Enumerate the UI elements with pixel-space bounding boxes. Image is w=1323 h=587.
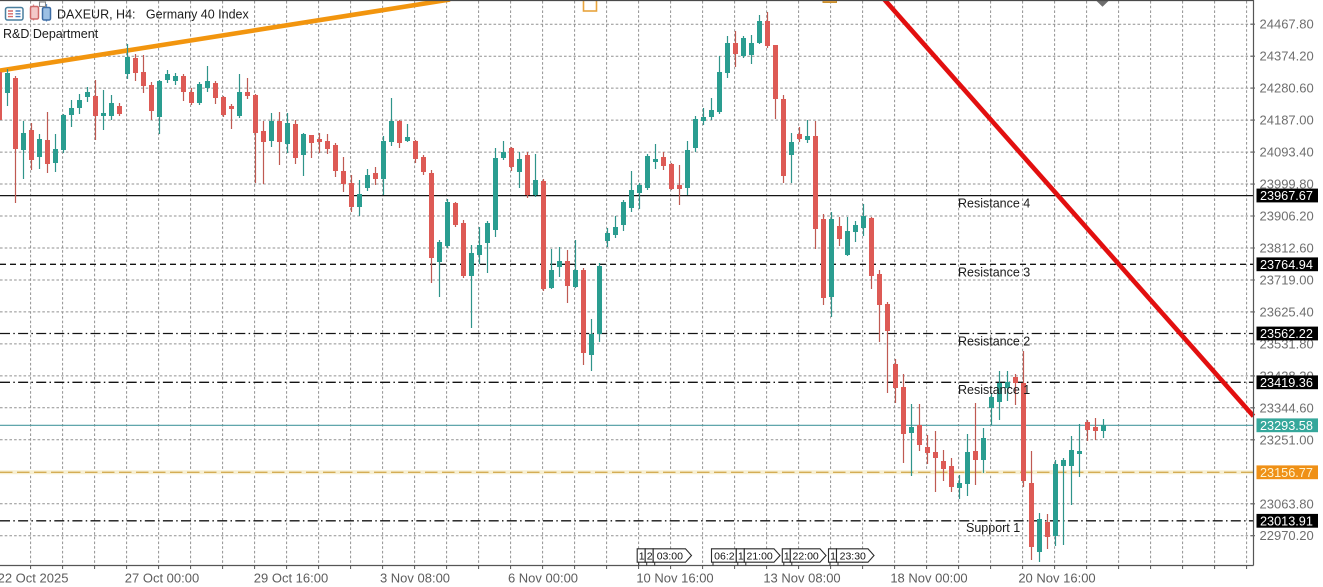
svg-text:23344.60: 23344.60	[1260, 400, 1314, 415]
svg-text:23013.91: 23013.91	[1260, 514, 1313, 528]
svg-text:27 Oct 00:00: 27 Oct 00:00	[125, 571, 199, 586]
svg-text:24374.20: 24374.20	[1260, 49, 1314, 64]
svg-text:23812.60: 23812.60	[1260, 241, 1314, 256]
svg-text:23:30: 23:30	[840, 551, 866, 563]
svg-text:10 Nov 16:00: 10 Nov 16:00	[636, 571, 713, 586]
svg-text:R&D Department: R&D Department	[3, 27, 99, 41]
svg-text:18 Nov 00:00: 18 Nov 00:00	[890, 571, 967, 586]
svg-text:23293.58: 23293.58	[1260, 419, 1313, 433]
svg-text:23063.80: 23063.80	[1260, 496, 1314, 511]
svg-text:23419.36: 23419.36	[1260, 376, 1313, 390]
svg-text:Support 1: Support 1	[966, 521, 1020, 535]
svg-text:22:00: 22:00	[793, 551, 819, 563]
svg-text:23967.67: 23967.67	[1260, 189, 1313, 203]
svg-text:23625.40: 23625.40	[1260, 304, 1314, 319]
svg-text:03:00: 03:00	[657, 551, 683, 563]
svg-text:3 Nov 08:00: 3 Nov 08:00	[380, 571, 450, 586]
svg-text:23906.20: 23906.20	[1260, 209, 1314, 224]
svg-text:21:00: 21:00	[747, 551, 773, 563]
svg-text:23999.80: 23999.80	[1260, 177, 1314, 192]
svg-text:24467.80: 24467.80	[1260, 17, 1314, 32]
svg-text:13 Nov 08:00: 13 Nov 08:00	[763, 571, 840, 586]
svg-text:24280.60: 24280.60	[1260, 81, 1314, 96]
svg-text:1: 1	[738, 551, 744, 563]
svg-text:23764.94: 23764.94	[1260, 258, 1313, 272]
svg-text:1: 1	[830, 551, 836, 563]
svg-text:22970.20: 22970.20	[1260, 528, 1314, 543]
svg-text:1: 1	[784, 551, 790, 563]
svg-text:24093.40: 24093.40	[1260, 145, 1314, 160]
svg-text:2: 2	[647, 551, 653, 563]
svg-text:Resistance 2: Resistance 2	[958, 335, 1030, 349]
svg-text:06:2: 06:2	[714, 551, 735, 563]
svg-text:Resistance 3: Resistance 3	[958, 266, 1030, 280]
svg-text:23719.00: 23719.00	[1260, 273, 1314, 288]
svg-text:1: 1	[639, 551, 645, 563]
svg-text:23156.77: 23156.77	[1260, 466, 1313, 480]
svg-text:Resistance 4: Resistance 4	[958, 197, 1030, 211]
svg-text:29 Oct 16:00: 29 Oct 16:00	[254, 571, 328, 586]
svg-text:23562.22: 23562.22	[1260, 327, 1313, 341]
svg-text:22 Oct 2025: 22 Oct 2025	[0, 571, 68, 586]
svg-text:6 Nov 00:00: 6 Nov 00:00	[508, 571, 578, 586]
svg-text:24187.00: 24187.00	[1260, 113, 1314, 128]
svg-text:Resistance 1: Resistance 1	[958, 383, 1030, 397]
svg-text:20 Nov 16:00: 20 Nov 16:00	[1018, 571, 1095, 586]
svg-text:23251.00: 23251.00	[1260, 432, 1314, 447]
svg-text:DAXEUR, H4: Germany 40 Index: DAXEUR, H4: Germany 40 Index	[57, 8, 249, 22]
